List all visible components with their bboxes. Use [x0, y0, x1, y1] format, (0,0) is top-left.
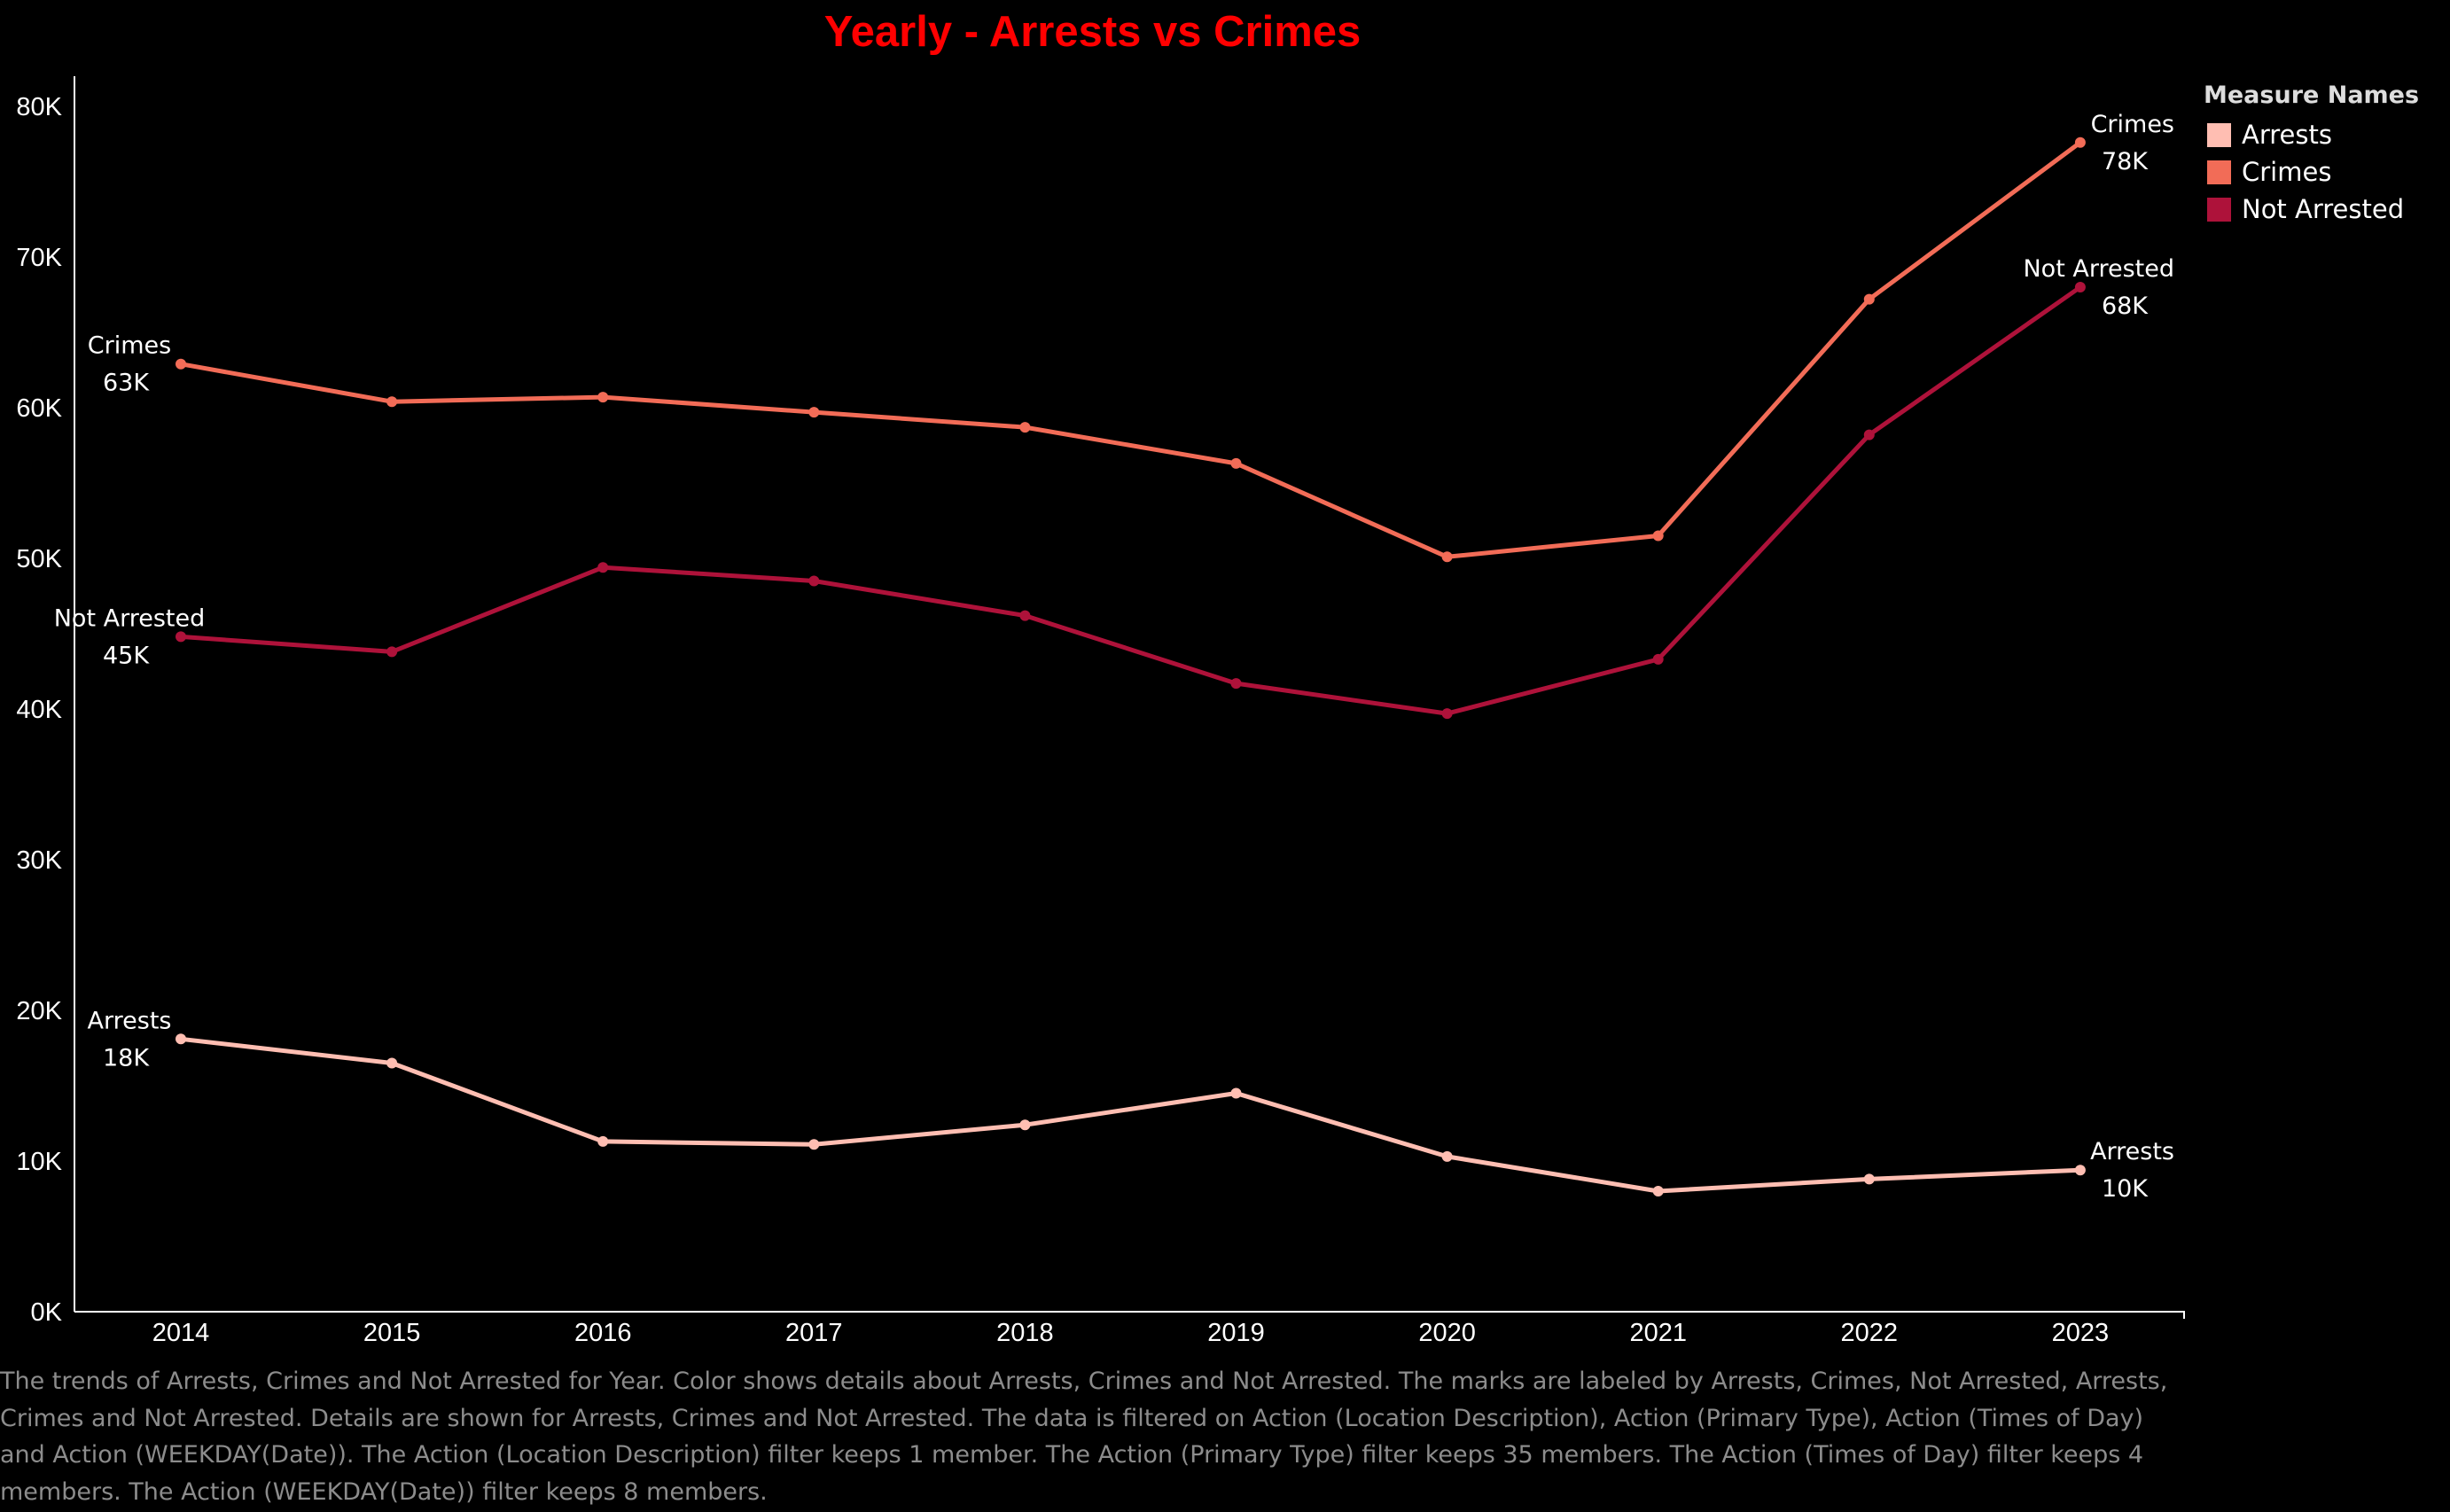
data-point-not-arrested[interactable]: [1441, 708, 1453, 720]
x-tick-label: 2017: [785, 1319, 843, 1347]
data-point-not-arrested[interactable]: [1652, 653, 1664, 665]
x-tick-label: 2014: [152, 1319, 210, 1347]
data-point-not-arrested[interactable]: [2074, 282, 2086, 292]
data-point-arrests[interactable]: [1441, 1150, 1453, 1162]
data-point-not-arrested[interactable]: [1230, 678, 1242, 690]
data-point-arrests[interactable]: [808, 1139, 820, 1150]
mark-label-value-crimes-first: 63K: [103, 370, 150, 397]
data-point-crimes[interactable]: [1652, 530, 1664, 542]
data-point-crimes[interactable]: [2074, 136, 2086, 148]
y-tick-label: 30K: [16, 846, 62, 875]
series-line-not-arrested[interactable]: [178, 284, 2083, 716]
legend-item-not-arrested[interactable]: Not Arrested: [2204, 191, 2443, 228]
legend-label-arrests: Arrests: [2242, 120, 2332, 150]
y-tick-label: 70K: [16, 244, 62, 272]
data-point-arrests[interactable]: [176, 1033, 186, 1045]
x-tick-label: 2021: [1629, 1319, 1687, 1347]
data-point-not-arrested[interactable]: [176, 631, 186, 643]
y-tick-label: 50K: [16, 545, 62, 573]
x-tick-label: 2020: [1418, 1319, 1476, 1347]
legend-label-not-arrested: Not Arrested: [2242, 194, 2405, 224]
mark-label-name-crimes-first: Crimes: [88, 332, 171, 360]
data-point-crimes[interactable]: [1863, 293, 1875, 305]
data-point-arrests[interactable]: [1863, 1173, 1875, 1185]
data-point-crimes[interactable]: [597, 392, 609, 403]
data-point-arrests[interactable]: [1230, 1087, 1242, 1099]
data-point-crimes[interactable]: [808, 407, 820, 418]
y-axis-ticks: 0K 10K 20K 30K 40K 50K 60K 70K 80K: [16, 93, 62, 1327]
data-point-not-arrested[interactable]: [597, 562, 609, 573]
y-tick-label: 10K: [16, 1148, 62, 1176]
series-lines: [176, 136, 2086, 1196]
chart-caption: The trends of Arrests, Crimes and Not Ar…: [0, 1368, 2168, 1506]
y-tick-label: 60K: [16, 394, 62, 423]
legend-title: Measure Names: [2204, 82, 2420, 109]
mark-label-name-not-arrested-last: Not Arrested: [2023, 255, 2174, 283]
legend-item-crimes[interactable]: Crimes: [2204, 153, 2443, 191]
axes: [74, 76, 2185, 1319]
data-point-not-arrested[interactable]: [1019, 610, 1031, 621]
x-tick-label: 2016: [574, 1319, 632, 1347]
data-point-not-arrested[interactable]: [386, 646, 398, 658]
mark-labels: Arrests 18K Arrests 10K Crimes 63K Crimes 78K No…: [54, 111, 2174, 1203]
data-point-arrests[interactable]: [597, 1135, 609, 1147]
data-point-arrests[interactable]: [2074, 1165, 2086, 1176]
mark-label-name-crimes-last: Crimes: [2091, 111, 2174, 138]
x-tick-label: 2015: [363, 1319, 421, 1347]
mark-label-value-arrests-first: 18K: [103, 1044, 150, 1072]
series-line-arrests[interactable]: [178, 1036, 2083, 1194]
y-tick-label: 20K: [16, 997, 62, 1025]
data-point-crimes[interactable]: [1230, 457, 1242, 469]
x-axis-ticks: 2014 2015 2016 2017 2018 2019 2020 2021 2022 2023: [152, 1319, 2109, 1347]
mark-label-name-not-arrested-first: Not Arrested: [54, 604, 206, 632]
x-tick-label: 2018: [996, 1319, 1054, 1347]
data-point-crimes[interactable]: [1441, 551, 1453, 563]
x-tick-label: 2023: [2052, 1319, 2110, 1347]
data-point-crimes[interactable]: [176, 358, 186, 370]
legend-swatch-crimes: [2207, 160, 2231, 184]
chart-title: Yearly - Arrests vs Crimes: [823, 8, 1362, 56]
y-tick-label: 0K: [31, 1298, 63, 1327]
legend-swatch-not-arrested: [2207, 197, 2231, 222]
data-point-crimes[interactable]: [1019, 422, 1031, 433]
legend-swatch-arrests: [2207, 122, 2231, 147]
mark-label-value-crimes-last: 78K: [2102, 148, 2149, 175]
legend-label-crimes: Crimes: [2242, 157, 2332, 187]
mark-label-name-arrests-last: Arrests: [2090, 1138, 2174, 1165]
data-point-arrests[interactable]: [1019, 1119, 1031, 1131]
data-point-arrests[interactable]: [386, 1057, 398, 1069]
y-tick-label: 80K: [16, 93, 62, 121]
mark-label-value-not-arrested-last: 68K: [2102, 292, 2149, 320]
mark-label-value-not-arrested-first: 45K: [103, 642, 150, 669]
mark-label-name-arrests-first: Arrests: [88, 1007, 172, 1034]
mark-label-value-arrests-last: 10K: [2102, 1175, 2149, 1203]
legend-item-arrests[interactable]: Arrests: [2204, 116, 2443, 153]
x-tick-label: 2022: [1841, 1319, 1899, 1347]
data-point-not-arrested[interactable]: [808, 575, 820, 587]
x-tick-label: 2019: [1207, 1319, 1265, 1347]
data-point-arrests[interactable]: [1652, 1186, 1664, 1196]
legend: Measure Names Arrests Crimes Not Arreste…: [2204, 82, 2443, 228]
y-tick-label: 40K: [16, 696, 62, 724]
data-point-not-arrested[interactable]: [1863, 429, 1875, 440]
series-line-crimes[interactable]: [178, 140, 2083, 559]
data-point-crimes[interactable]: [386, 396, 398, 408]
